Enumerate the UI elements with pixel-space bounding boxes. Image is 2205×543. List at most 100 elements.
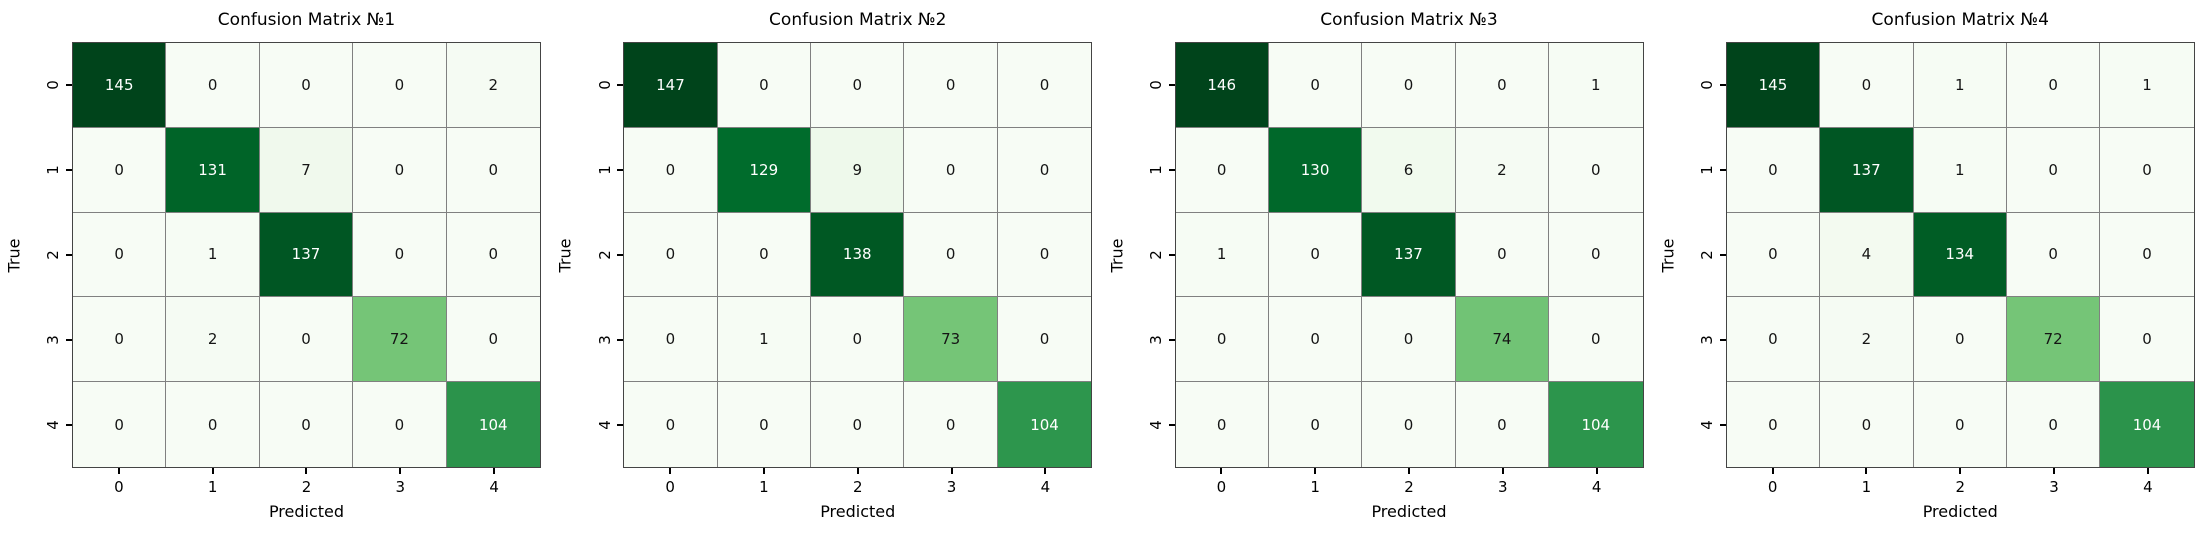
x-axis-ticks: 0 1 2 3 4 (1175, 468, 1644, 500)
heatmap-cell-r4c2: 0 (1913, 382, 2007, 467)
tick-mark (1771, 468, 1774, 474)
tick-mark (211, 468, 214, 474)
x-axis-ticks: 0 1 2 3 4 (623, 468, 1092, 500)
y-tick: 0 (1684, 42, 1726, 127)
y-axis-label: True (1656, 42, 1680, 468)
heatmap-cell-r2c0: 0 (73, 212, 167, 298)
heatmap-cell-r0c2: 0 (259, 43, 354, 128)
heatmap-cell-r4c3: 0 (904, 382, 998, 467)
x-tick: 4 (998, 468, 1092, 500)
y-tick-label: 1 (44, 165, 63, 175)
heatmap-cell-r0c0: 147 (624, 43, 718, 128)
heatmap-grid: 145 0 0 0 2 0 131 7 0 0 0 1 137 0 0 0 2 0 72 0 0 0 0 0 104 (72, 42, 541, 468)
heatmap-cell-r2c3: 0 (904, 212, 998, 298)
heatmap-cell-r1c0: 0 (1175, 127, 1269, 213)
heatmap-cell-r0c4: 1 (2100, 43, 2194, 128)
heatmap-cell-r4c1: 0 (1820, 382, 1914, 467)
x-tick-label: 3 (2049, 478, 2059, 496)
x-tick: 0 (1175, 468, 1269, 500)
tick-mark (950, 468, 953, 474)
heatmap-cell-r4c0: 0 (624, 382, 718, 467)
tick-mark (669, 468, 672, 474)
heatmap-grid: 147 0 0 0 0 0 129 9 0 0 0 0 138 0 0 0 1 0 73 0 0 0 0 0 104 (623, 42, 1093, 468)
chart-title: Confusion Matrix №4 (1871, 10, 2049, 30)
heatmap-cell-r3c3: 73 (904, 297, 998, 383)
heatmap-cell-r4c4: 104 (446, 382, 540, 467)
x-tick-label: 0 (1767, 478, 1778, 496)
heatmap-cell-r2c3: 0 (1455, 212, 1550, 298)
y-tick-label: 1 (1146, 165, 1165, 175)
heatmap-cell-r1c0: 0 (624, 127, 718, 213)
x-tick: 0 (72, 468, 166, 500)
tick-mark (1044, 468, 1047, 474)
tick-mark (1168, 254, 1175, 256)
y-tick-label: 2 (1697, 250, 1716, 260)
confusion-matrix-panel-3: Confusion Matrix №3 True 0 1 2 3 4 146 0 0 0 1 0 130 6… (1103, 0, 1654, 543)
x-tick: 4 (1550, 468, 1644, 500)
heatmap-cell-r2c4: 0 (997, 212, 1092, 298)
tick-mark (1168, 168, 1175, 171)
x-axis-label: Predicted (1922, 502, 1998, 521)
x-tick-label: 0 (114, 478, 124, 496)
heatmap-grid: 145 0 1 0 1 0 137 1 0 0 0 4 134 0 0 0 2 0 72 0 0 0 0 0 104 (1725, 42, 2195, 468)
y-tick: 3 (581, 298, 624, 383)
heatmap-cell-r3c1: 1 (717, 297, 812, 383)
tick-mark (1719, 424, 1726, 427)
y-tick: 4 (581, 383, 624, 468)
x-axis-label: Predicted (820, 502, 896, 521)
heatmap-cell-r0c0: 145 (73, 43, 167, 128)
heatmap-cell-r3c4: 0 (1549, 297, 1643, 383)
heatmap-grid: 146 0 0 0 1 0 130 6 2 0 1 0 137 0 0 0 0 0 74 0 0 0 0 0 104 (1174, 42, 1644, 468)
y-tick-label: 1 (595, 165, 614, 175)
tick-mark (617, 254, 624, 256)
heatmap-cell-r3c0: 0 (1175, 297, 1269, 383)
tick-mark (493, 468, 496, 474)
heatmap-cell-r3c0: 0 (73, 297, 167, 383)
tick-mark (1719, 83, 1726, 86)
x-tick: 3 (905, 468, 999, 500)
tick-mark (617, 83, 624, 86)
chart-title: Confusion Matrix №1 (217, 10, 396, 30)
heatmap-cell-r1c3: 2 (1455, 127, 1550, 213)
heatmap-cell-r3c3: 72 (2006, 297, 2101, 383)
x-tick: 1 (1268, 468, 1362, 500)
heatmap-cell-r0c1: 0 (166, 43, 260, 128)
y-tick: 3 (30, 298, 72, 383)
heatmap-cell-r0c3: 0 (353, 43, 447, 128)
tick-mark (762, 468, 765, 474)
x-tick-label: 1 (759, 478, 769, 496)
y-axis-label: True (2, 42, 26, 468)
heatmap-cell-r1c3: 0 (353, 127, 447, 213)
tick-mark (1719, 254, 1726, 256)
x-tick-label: 0 (1216, 478, 1227, 496)
heatmap-cell-r3c4: 0 (2100, 297, 2194, 383)
y-axis-label-text: True (1107, 238, 1127, 272)
heatmap-cell-r4c3: 0 (1455, 382, 1550, 467)
y-tick-label: 0 (1697, 79, 1716, 90)
x-tick: 1 (717, 468, 811, 500)
tick-mark (1220, 468, 1223, 474)
heatmap-cell-r3c1: 2 (166, 297, 260, 383)
heatmap-cell-r2c2: 138 (811, 212, 905, 298)
tick-mark (66, 254, 72, 256)
confusion-matrix-panel-4: Confusion Matrix №4 True 0 1 2 3 4 145 0 1 0 1 0 137 1… (1654, 0, 2205, 543)
y-tick-label: 2 (595, 250, 614, 260)
tick-mark (1407, 468, 1410, 474)
tick-mark (617, 424, 624, 427)
heatmap-cell-r2c0: 0 (1726, 212, 1821, 298)
heatmap-cell-r2c3: 0 (2006, 212, 2101, 298)
x-tick-label: 0 (665, 478, 675, 496)
tick-mark (1168, 339, 1175, 342)
y-tick: 1 (30, 127, 72, 212)
heatmap-cell-r0c4: 1 (1549, 43, 1643, 128)
heatmap-cell-r1c2: 1 (1913, 127, 2007, 213)
y-tick: 1 (581, 127, 624, 212)
heatmap-cell-r4c3: 0 (2006, 382, 2101, 467)
y-axis-ticks: 0 1 2 3 4 (1684, 42, 1726, 468)
heatmap-cell-r1c1: 131 (166, 127, 260, 213)
heatmap-cell-r3c3: 72 (353, 297, 447, 383)
x-axis-ticks: 0 1 2 3 4 (1726, 468, 2195, 500)
y-tick-label: 4 (44, 420, 63, 431)
heatmap-cell-r4c0: 0 (1175, 382, 1269, 467)
heatmap-cell-r4c1: 0 (717, 382, 812, 467)
